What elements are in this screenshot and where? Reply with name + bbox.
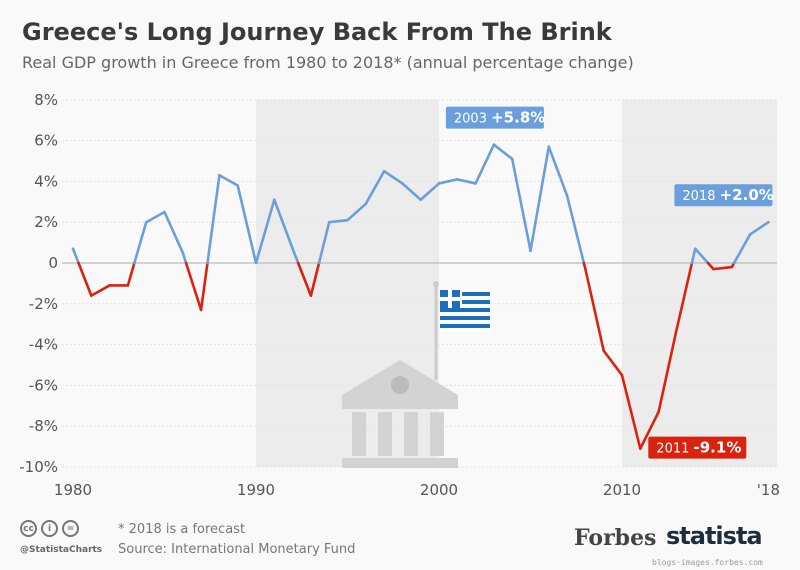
y-tick-label: -10%	[19, 458, 58, 476]
gdp-line-segment	[163, 210, 185, 255]
annotation-year: 2003	[454, 112, 491, 127]
y-tick-label: 2%	[34, 213, 58, 231]
greek-flag-icon	[440, 290, 490, 332]
svg-text:2003 +5.8%: 2003 +5.8%	[454, 109, 545, 127]
gdp-line-segment	[291, 247, 300, 265]
gdp-line-segment	[144, 210, 166, 224]
y-tick-label: 0	[48, 254, 58, 272]
y-tick-label: -6%	[29, 376, 58, 394]
gdp-line-segment	[236, 184, 258, 265]
gdp-line-segment	[71, 247, 80, 265]
creative-commons-icons: cc i =	[20, 520, 79, 537]
gdp-line-segment	[90, 284, 111, 297]
forecast-note: * 2018 is a forecast	[118, 522, 246, 537]
gdp-line-segment	[565, 194, 586, 265]
line-chart: 8% 6% 4% 2% 0 -2% -4% -6% -8% -10% 1980 1990 2000 201…	[19, 91, 780, 499]
gdp-line-segment	[657, 326, 679, 414]
annotation-value: -9.1%	[694, 439, 742, 457]
svg-text:2011 -9.1%: 2011 -9.1%	[656, 439, 741, 457]
greek-bank-illustration	[342, 281, 490, 468]
y-tick-label: 8%	[34, 91, 58, 109]
gdp-line-segment	[181, 251, 188, 265]
no-derivatives-icon: =	[62, 520, 79, 537]
gdp-line-segment	[492, 143, 514, 161]
gdp-line-segment	[693, 247, 710, 265]
gdp-line-segment	[675, 261, 694, 330]
y-tick-label: 6%	[34, 132, 58, 150]
annotation-label: 2003 +5.8%	[445, 106, 545, 129]
gdp-line-segment	[547, 145, 569, 197]
gdp-line-segment	[510, 157, 532, 253]
gdp-line-segment	[529, 145, 551, 253]
gdp-line-segment	[206, 173, 221, 265]
gdp-line-segment	[77, 261, 93, 297]
gdp-line-segment	[296, 261, 313, 297]
gdp-line-segment	[317, 220, 331, 265]
chart-title: Greece's Long Journey Back From The Brin…	[22, 18, 612, 46]
annotation-year: 2018	[682, 189, 719, 204]
x-tick-label: 1990	[237, 481, 275, 499]
gdp-line-segment	[620, 373, 642, 450]
annotation-label: 2011 -9.1%	[648, 436, 747, 459]
x-tick-label: 2000	[420, 481, 458, 499]
gdp-line-segment	[309, 261, 321, 297]
y-tick-label: -8%	[29, 417, 58, 435]
gdp-line-segment	[437, 178, 459, 185]
gdp-line-segment	[272, 198, 294, 251]
x-tick-label: 2010	[603, 481, 641, 499]
gdp-line-segment	[706, 261, 715, 271]
gdp-line-segment	[455, 178, 477, 185]
gdp-line-segment	[126, 261, 136, 287]
gdp-line-segment	[382, 169, 404, 185]
gdp-line-segment	[184, 261, 203, 312]
annotation-year: 2011	[656, 442, 693, 457]
annotation-value: +2.0%	[720, 186, 774, 204]
watermark: blogs-images.forbes.com	[652, 558, 763, 567]
gdp-line-segment	[602, 349, 624, 377]
gdp-line-segment	[748, 220, 770, 236]
bank-building-icon	[342, 360, 458, 468]
source-note: Source: International Monetary Fund	[118, 542, 356, 557]
gdp-line-segment	[364, 169, 386, 206]
shaded-period	[256, 99, 439, 468]
annotation-value: +5.8%	[491, 109, 545, 127]
gdp-line-segment	[638, 410, 660, 450]
y-tick-label: -2%	[29, 295, 58, 313]
gdp-line-segment	[474, 143, 496, 185]
person-icon: i	[41, 520, 58, 537]
gdp-line-segment	[419, 182, 441, 202]
cc-icon: cc	[20, 520, 37, 537]
gdp-line-segment	[584, 267, 606, 353]
y-tick-label: 4%	[34, 172, 58, 190]
y-tick-label: -4%	[29, 336, 58, 354]
x-tick-label: '18	[757, 481, 780, 499]
gdp-line-segment	[346, 202, 368, 222]
x-tick-label: 1980	[54, 481, 92, 499]
gdp-line-segment	[254, 198, 276, 265]
gdp-line-segment	[732, 233, 752, 265]
gdp-line-segment	[199, 261, 209, 312]
gdp-line-segment	[401, 182, 423, 202]
gdp-line-segment	[712, 265, 734, 271]
gdp-line-segment	[133, 220, 148, 265]
svg-text:2018 +2.0%: 2018 +2.0%	[682, 186, 773, 204]
gdp-line-segment	[218, 173, 239, 187]
chart-subtitle: Real GDP growth in Greece from 1980 to 2…	[22, 53, 634, 72]
gdp-line-segment	[327, 218, 349, 224]
forbes-logo: Forbes	[574, 525, 657, 551]
statista-logo: statista	[666, 522, 763, 550]
annotation-label: 2018 +2.0%	[674, 184, 774, 207]
shaded-period	[622, 99, 777, 468]
gdp-line-segment	[690, 247, 697, 265]
statista-handle[interactable]: @StatistaCharts	[20, 545, 103, 555]
